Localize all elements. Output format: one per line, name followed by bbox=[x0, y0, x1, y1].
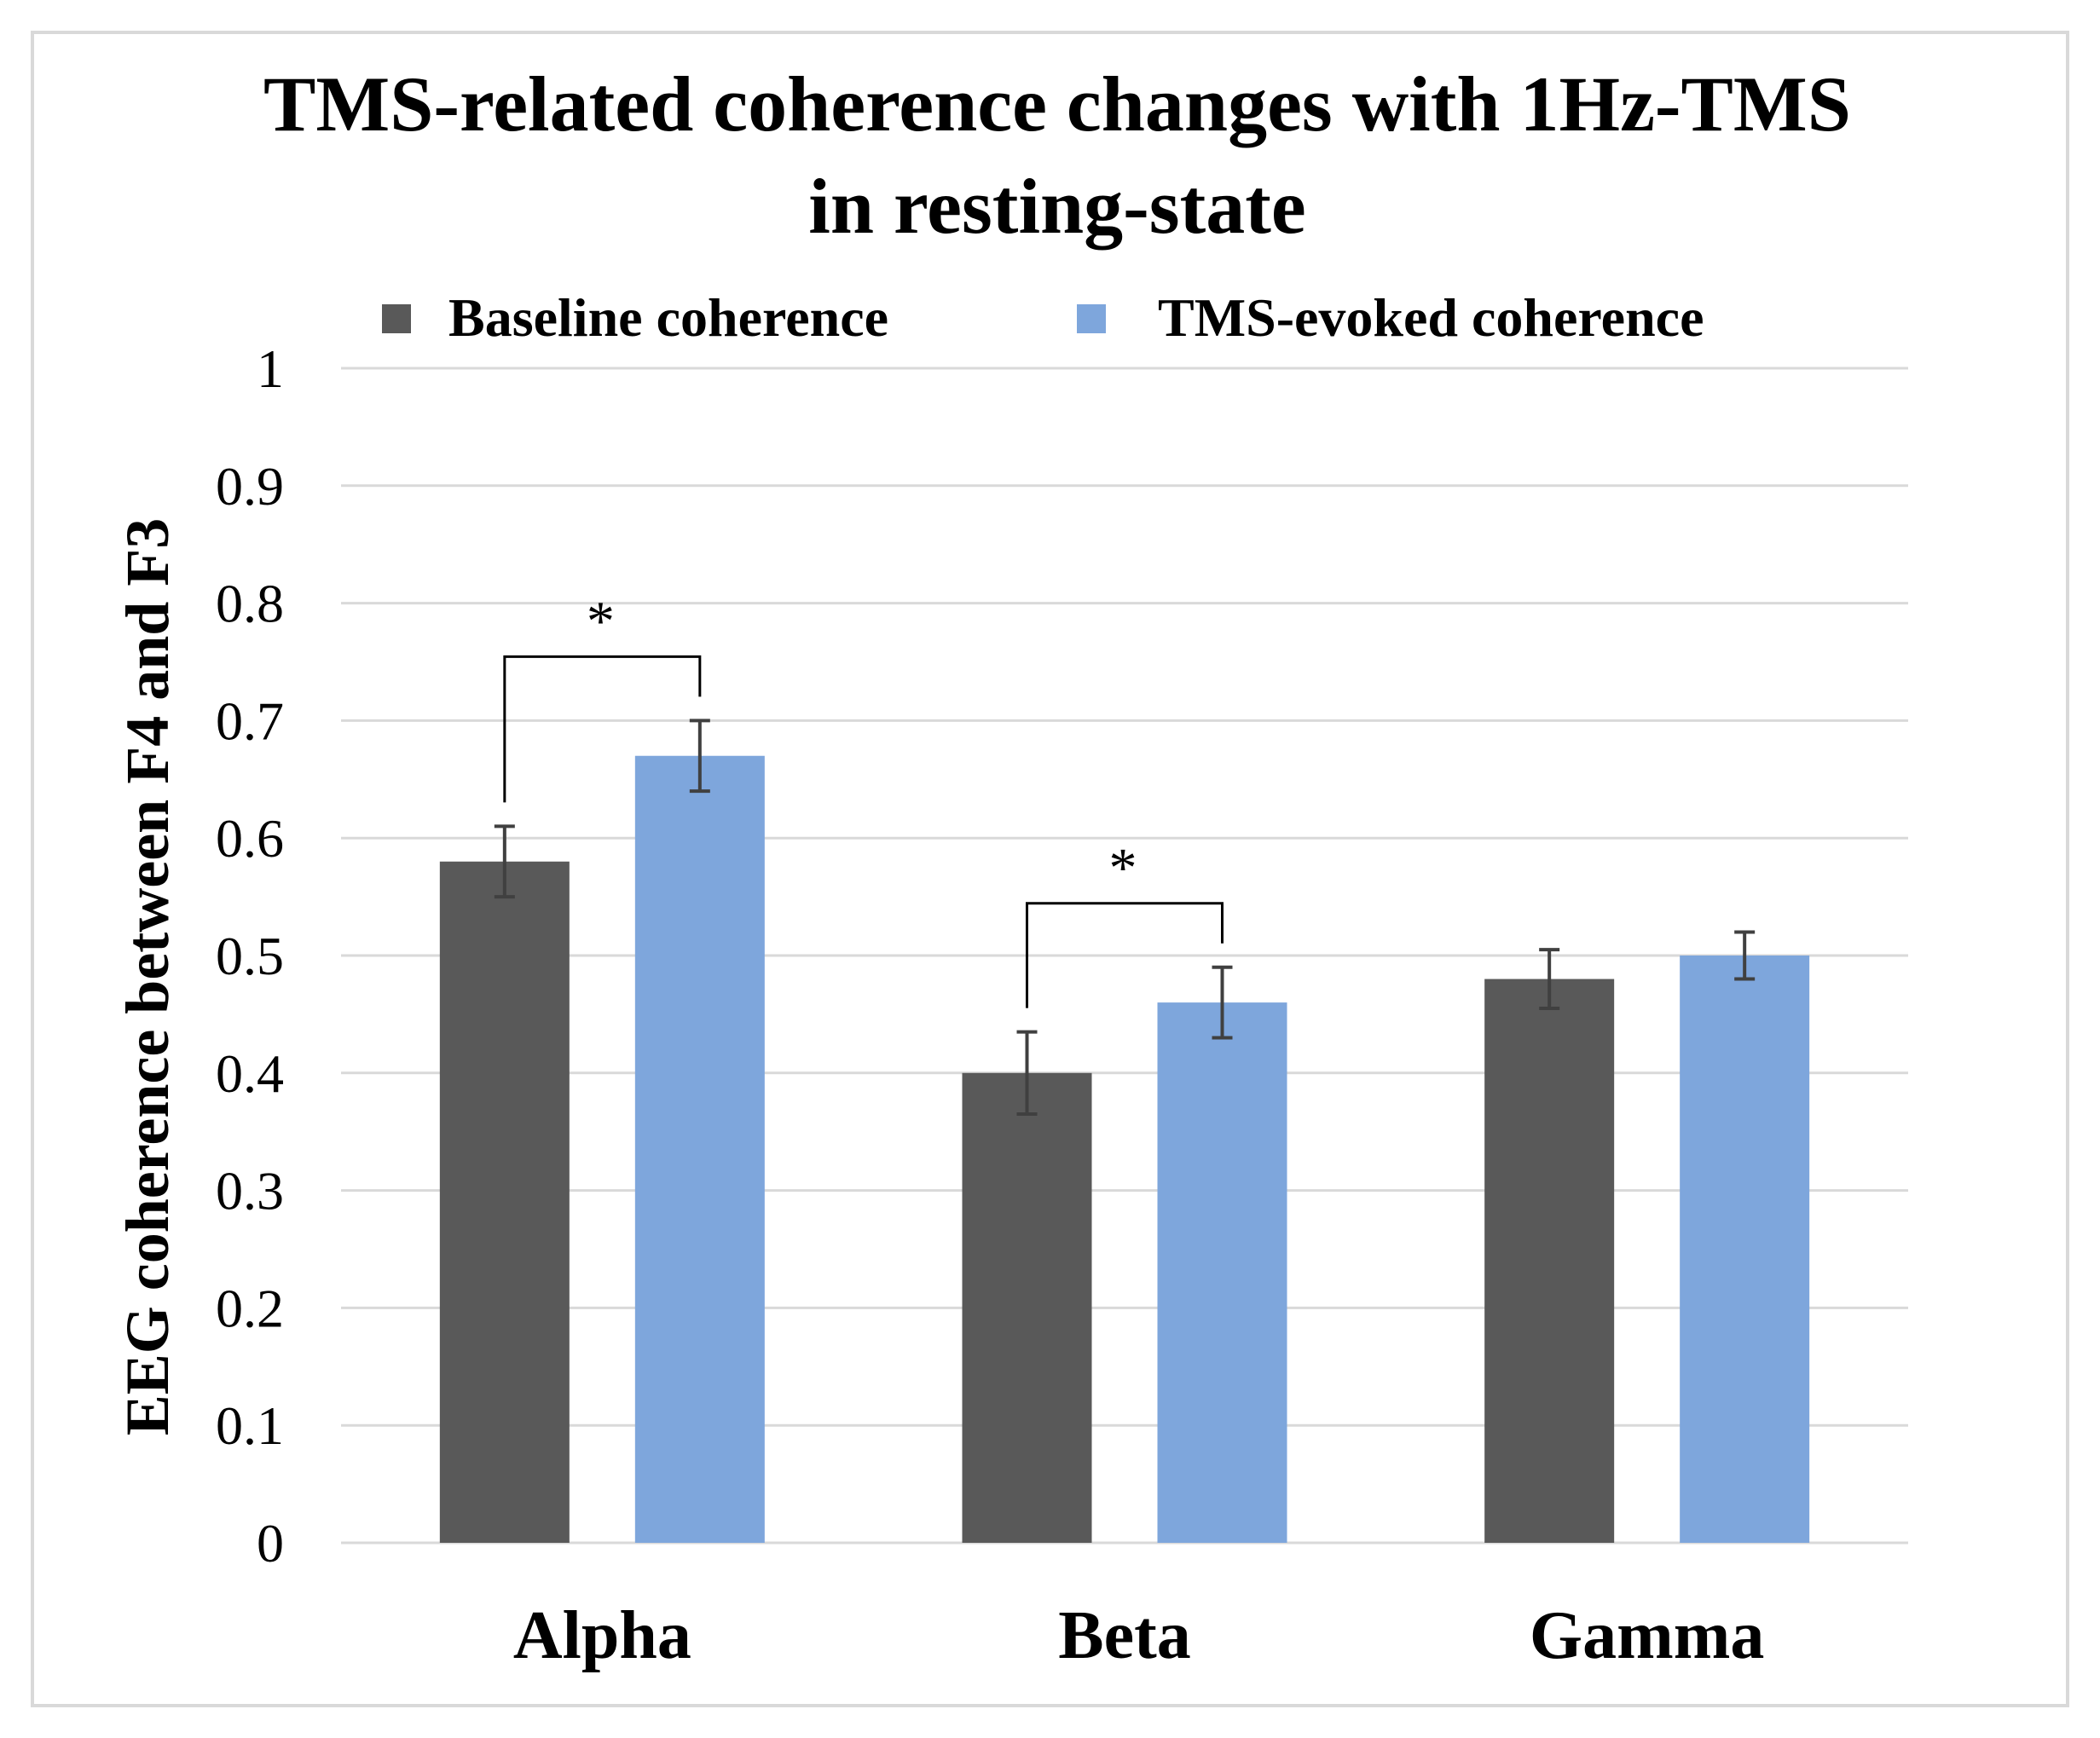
significance-star-beta: * bbox=[1109, 837, 1137, 899]
bar-beta-0 bbox=[962, 1072, 1092, 1543]
legend-label-tms: TMS-evoked coherence bbox=[1158, 287, 1704, 348]
y-tick-label-4: 0.4 bbox=[216, 1043, 284, 1104]
bar-alpha-1 bbox=[634, 755, 765, 1543]
x-category-beta: Beta bbox=[1058, 1598, 1191, 1673]
x-category-alpha: Alpha bbox=[513, 1598, 691, 1673]
significance-brackets: ** bbox=[503, 590, 1224, 1008]
legend-swatch-baseline bbox=[382, 304, 411, 333]
significance-star-alpha: * bbox=[587, 590, 615, 652]
chart-title-line-2: in resting-state bbox=[808, 163, 1305, 250]
y-tick-label-3: 0.3 bbox=[216, 1161, 284, 1221]
bar-gamma-0 bbox=[1484, 979, 1615, 1543]
y-tick-label-1: 0.1 bbox=[216, 1395, 284, 1456]
y-tick-label-9: 0.9 bbox=[216, 456, 284, 517]
legend-label-baseline: Baseline coherence bbox=[448, 287, 888, 348]
x-category-gamma: Gamma bbox=[1530, 1598, 1765, 1673]
chart-title-line-1: TMS-related coherence changes with 1Hz-T… bbox=[263, 61, 1851, 147]
bars bbox=[439, 755, 1810, 1543]
bar-alpha-0 bbox=[439, 861, 570, 1543]
y-tick-label-6: 0.6 bbox=[216, 808, 284, 869]
gridlines bbox=[341, 367, 1908, 1545]
x-axis-categories: Alpha Beta Gamma bbox=[513, 1598, 1765, 1673]
y-axis-label: EEG coherence between F4 and F3 bbox=[113, 518, 182, 1436]
y-tick-label-8: 0.8 bbox=[216, 574, 284, 634]
y-tick-label-2: 0.2 bbox=[216, 1278, 284, 1338]
legend-swatch-tms bbox=[1077, 304, 1106, 333]
y-tick-label-7: 0.7 bbox=[216, 690, 284, 751]
significance-bracket-beta bbox=[1026, 902, 1224, 1008]
y-tick-label-5: 0.5 bbox=[216, 926, 284, 986]
significance-bracket-alpha bbox=[503, 655, 702, 803]
legend: Baseline coherence TMS-evoked coherence bbox=[382, 287, 1704, 348]
y-axis-ticks: 0 0.1 0.2 0.3 0.4 0.5 0.6 0.7 0.8 0.9 1 bbox=[216, 338, 284, 1573]
bar-beta-1 bbox=[1157, 1002, 1287, 1543]
error-bars bbox=[494, 719, 1756, 1117]
y-tick-label-10: 1 bbox=[257, 338, 284, 399]
bar-gamma-1 bbox=[1680, 956, 1810, 1543]
y-tick-label-0: 0 bbox=[257, 1513, 284, 1573]
